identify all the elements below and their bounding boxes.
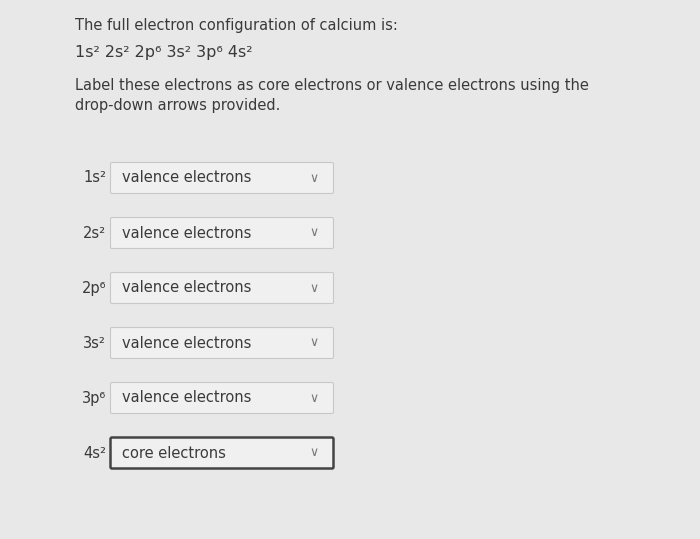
Text: 4s²: 4s²: [83, 446, 106, 460]
FancyBboxPatch shape: [111, 162, 333, 194]
Text: 2p⁶: 2p⁶: [81, 280, 106, 295]
Text: valence electrons: valence electrons: [122, 225, 251, 240]
FancyBboxPatch shape: [111, 438, 333, 468]
FancyBboxPatch shape: [111, 383, 333, 413]
Text: 2s²: 2s²: [83, 225, 106, 240]
Text: 3s²: 3s²: [83, 335, 106, 350]
Text: core electrons: core electrons: [122, 446, 226, 460]
Text: 1s²: 1s²: [83, 170, 106, 185]
Text: ∨: ∨: [309, 281, 318, 294]
Text: The full electron configuration of calcium is:: The full electron configuration of calci…: [75, 18, 398, 33]
Text: valence electrons: valence electrons: [122, 390, 251, 405]
FancyBboxPatch shape: [111, 273, 333, 303]
Text: ∨: ∨: [309, 171, 318, 184]
Text: ∨: ∨: [309, 226, 318, 239]
Text: drop-down arrows provided.: drop-down arrows provided.: [75, 98, 281, 113]
Text: ∨: ∨: [309, 391, 318, 404]
Text: 3p⁶: 3p⁶: [82, 390, 106, 405]
Text: 1s² 2s² 2p⁶ 3s² 3p⁶ 4s²: 1s² 2s² 2p⁶ 3s² 3p⁶ 4s²: [75, 45, 253, 60]
Text: ∨: ∨: [309, 336, 318, 349]
Text: valence electrons: valence electrons: [122, 335, 251, 350]
FancyBboxPatch shape: [111, 328, 333, 358]
Text: Label these electrons as core electrons or valence electrons using the: Label these electrons as core electrons …: [75, 78, 589, 93]
FancyBboxPatch shape: [111, 218, 333, 248]
Text: valence electrons: valence electrons: [122, 170, 251, 185]
Text: valence electrons: valence electrons: [122, 280, 251, 295]
Text: ∨: ∨: [309, 446, 318, 460]
